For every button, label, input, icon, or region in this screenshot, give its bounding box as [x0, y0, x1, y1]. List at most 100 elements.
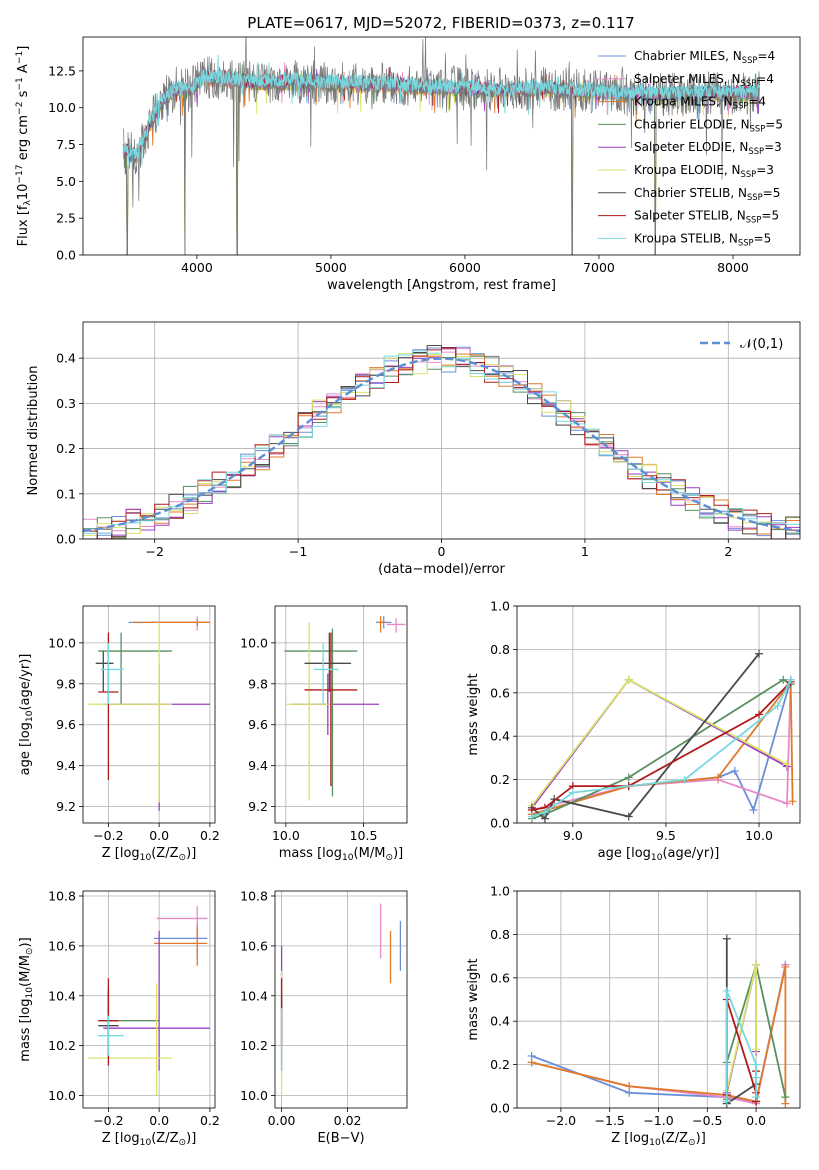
mass_vs_Z-ytick-label: 10.2 — [48, 1038, 76, 1053]
age_vs_mass-ytick-label: 9.4 — [248, 758, 268, 773]
weight-point-marker — [568, 788, 577, 797]
histogram-step — [83, 345, 800, 539]
weight-point-marker — [752, 1093, 761, 1102]
weight-point-marker — [752, 1060, 761, 1069]
mass_vs_EBV-frame-rect — [274, 890, 408, 1109]
spectrum-ytick-label: 10.0 — [48, 100, 76, 115]
residuals-frame — [79, 321, 801, 543]
age_vs_mass-ytick-label: 10.0 — [240, 635, 268, 650]
mass_vs_Z-frame — [79, 890, 216, 1112]
age_vs_Z-ytick-label: 9.4 — [56, 758, 76, 773]
age_vs_mass-xlabel: mass [log10(M/M⊙)] — [279, 846, 403, 863]
age_vs_mass-ytick-label: 9.2 — [248, 799, 268, 814]
weight-point-marker — [680, 775, 689, 784]
mass_weight_vs_Z-ytick-label: 0.0 — [490, 1101, 510, 1116]
spectrum-xlabel: wavelength [Angstrom, rest frame] — [327, 278, 556, 293]
age_vs_mass-xtick-label: 10.0 — [272, 828, 300, 843]
age_vs_mass-frame — [271, 605, 408, 827]
legend-entry: Chabrier MILES, NSSP=4 — [634, 49, 775, 65]
age_vs_mass-plot — [284, 616, 406, 801]
mass_vs_EBV-xtick-label: 0.00 — [268, 1113, 296, 1128]
mass_weight_vs_Z-ytick-label: 1.0 — [490, 884, 510, 899]
mass_vs_Z-ytick-label: 10.0 — [48, 1088, 76, 1103]
spectrum-ytick-label: 12.5 — [48, 63, 76, 78]
weight-point-marker — [752, 960, 761, 969]
age_vs_Z-ytick-label: 9.8 — [56, 676, 76, 691]
legend-entry: Chabrier STELIB, NSSP=5 — [634, 186, 780, 202]
legend-entry: Salpeter ELODIE, NSSP=3 — [634, 140, 782, 156]
residuals-xtick-label: 1 — [581, 544, 589, 559]
weight-series-line — [531, 678, 792, 820]
mass_vs_Z-plot — [88, 905, 210, 1096]
age_vs_Z-xtick-label: −0.2 — [93, 828, 123, 843]
age_vs_Z-xtick-label: 0.0 — [149, 828, 169, 843]
age_vs_Z-ylabel: age [log10(age/yr)] — [18, 654, 35, 776]
weight-point-marker — [714, 773, 723, 782]
spectrum-frame-rect — [82, 36, 801, 256]
weight-point-marker — [782, 799, 791, 808]
age_vs_mass-frame-rect — [274, 605, 408, 824]
weight-point-marker — [788, 797, 797, 806]
spectrum-ylabel: Flux [fλ10−17 erg cm−2 s−1 A−1] — [15, 46, 33, 247]
weight-point-marker — [786, 675, 795, 684]
weight-point-marker — [722, 1097, 731, 1106]
legend-entry: Kroupa STELIB, NSSP=5 — [634, 231, 771, 247]
residuals-ytick-label: 0.1 — [56, 486, 76, 501]
mass_weight_vs_Z-ytick-label: 0.8 — [490, 927, 510, 942]
spectrum-frame — [79, 36, 801, 259]
mass_vs_EBV-xlabel: E(B−V) — [317, 1131, 364, 1146]
weight-point-marker — [722, 934, 731, 943]
spectrum-legend — [598, 55, 626, 239]
weight-point-marker — [527, 812, 536, 821]
residuals-xlabel: (data−model)/error — [378, 562, 505, 577]
age_vs_Z-ytick-label: 9.2 — [56, 799, 76, 814]
weight-point-marker — [752, 1073, 761, 1082]
mass_weight_vs_Z-xtick-label: −1.0 — [643, 1113, 673, 1128]
spectrum-ytick-label: 5.0 — [56, 174, 76, 189]
residuals-xtick-label: −2 — [145, 544, 163, 559]
weight-point-marker — [540, 808, 549, 817]
mass_vs_Z-axes — [83, 891, 215, 1108]
weight-point-marker — [782, 760, 791, 769]
weight-point-marker — [755, 710, 764, 719]
mass_weight_vs_Z-ytick-label: 0.2 — [490, 1057, 510, 1072]
spectrum-xtick-label: 7000 — [583, 260, 615, 275]
weight-point-marker — [752, 1045, 761, 1054]
legend-entry: 𝒩(0,1) — [740, 337, 783, 352]
mass_weight_vs_Z-xtick-label: −0.5 — [692, 1113, 722, 1128]
spectrum-kroupa-stelib-line — [122, 54, 760, 166]
weight-point-marker — [779, 675, 788, 684]
mass_vs_EBV-axes — [275, 891, 407, 1108]
mass_weight_vs_Z-axes — [517, 890, 800, 1109]
mass_vs_EBV-frame — [271, 890, 408, 1112]
mass_weight_vs_Z-xtick-label: −1.5 — [595, 1113, 625, 1128]
weight-point-marker — [755, 649, 764, 658]
mass_vs_Z-ytick-label: 10.4 — [48, 988, 76, 1003]
residuals-plot — [83, 345, 800, 539]
normal-reference-curve — [83, 357, 800, 533]
mass_vs_Z-ytick-label: 10.6 — [48, 938, 76, 953]
weight-series-line — [531, 678, 788, 807]
weight-point-marker — [730, 766, 739, 775]
legend-entry: Kroupa ELODIE, NSSP=3 — [634, 163, 774, 179]
spectrum-xtick-label: 6000 — [449, 260, 481, 275]
residuals-xtick-label: 2 — [724, 544, 732, 559]
mass_vs_EBV-plot — [280, 903, 402, 1096]
mass_vs_Z-xlabel: Z [log10(Z/Z⊙)] — [102, 1131, 197, 1148]
weight-point-marker — [722, 986, 731, 995]
mass_vs_Z-ytick-label: 10.8 — [48, 888, 76, 903]
mass_weight_vs_Z-frame — [513, 890, 801, 1112]
mass_vs_EBV-ytick-label: 10.0 — [240, 1088, 268, 1103]
weight-series-line — [531, 966, 787, 1104]
legend-entry: Salpeter MILES, NSSP=4 — [634, 72, 774, 88]
mass_weight_vs_age-xlabel: age [log10(age/yr)] — [598, 846, 720, 863]
residuals-ytick-label: 0.2 — [56, 441, 76, 456]
spectrum-ytick-label: 2.5 — [56, 211, 76, 226]
mass_weight_vs_Z-ytick-label: 0.4 — [490, 1014, 510, 1029]
age_vs_mass-ytick-label: 9.6 — [248, 717, 268, 732]
age_vs_Z-ytick-label: 9.6 — [56, 717, 76, 732]
mass_weight_vs_age-ytick-label: 1.0 — [490, 599, 510, 614]
spectrum-ytick-label: 7.5 — [56, 137, 76, 152]
mass_weight_vs_Z-xtick-label: −2.0 — [546, 1113, 576, 1128]
